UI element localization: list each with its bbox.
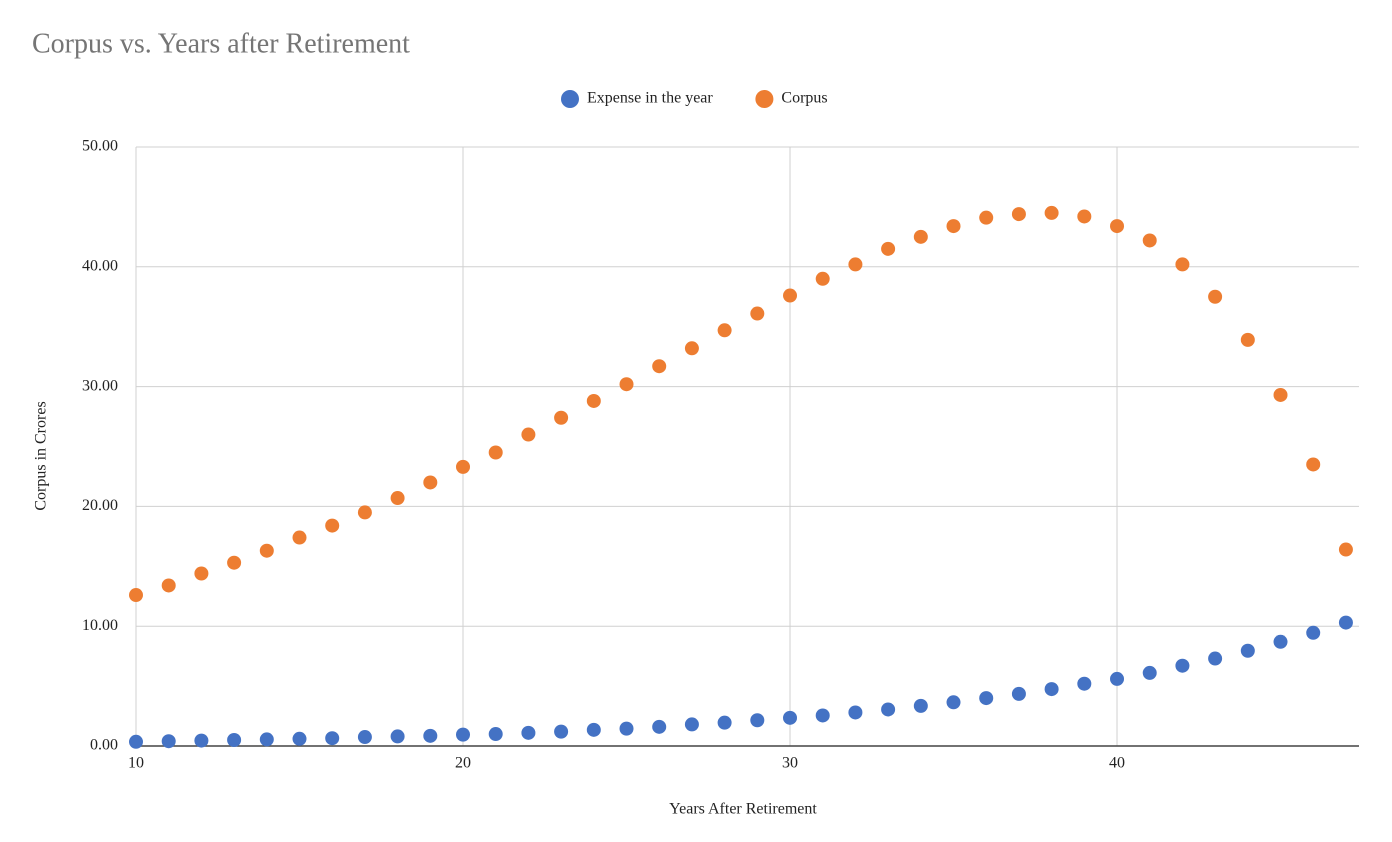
data-point bbox=[1011, 686, 1026, 701]
data-point bbox=[1208, 651, 1223, 666]
data-point bbox=[259, 732, 274, 747]
data-point bbox=[554, 724, 569, 739]
data-point bbox=[848, 705, 863, 720]
x-tick-label: 20 bbox=[455, 755, 471, 772]
data-point bbox=[946, 695, 961, 710]
data-point bbox=[684, 717, 699, 732]
data-point bbox=[1011, 207, 1026, 222]
data-point bbox=[652, 359, 667, 374]
data-point bbox=[325, 518, 340, 533]
y-tick-label: 20.00 bbox=[82, 497, 118, 514]
data-point bbox=[390, 729, 405, 744]
data-point bbox=[1273, 634, 1288, 649]
data-point bbox=[586, 393, 601, 408]
data-point bbox=[129, 588, 143, 603]
data-point bbox=[423, 728, 438, 743]
data-point bbox=[881, 241, 896, 256]
data-point bbox=[1044, 205, 1059, 220]
data-point bbox=[1175, 257, 1190, 272]
data-point bbox=[619, 377, 634, 392]
data-point bbox=[1208, 289, 1223, 304]
data-point bbox=[913, 229, 928, 244]
data-point bbox=[161, 734, 176, 749]
data-point bbox=[815, 271, 830, 286]
data-point bbox=[1306, 457, 1321, 472]
data-point bbox=[1110, 671, 1125, 686]
data-point bbox=[619, 721, 634, 736]
data-point bbox=[456, 727, 471, 742]
data-point bbox=[1077, 676, 1092, 691]
data-point bbox=[783, 710, 798, 725]
data-point bbox=[1273, 387, 1288, 402]
data-point bbox=[1175, 658, 1190, 673]
y-axis-label: Corpus in Crores bbox=[33, 401, 50, 510]
data-point bbox=[1110, 219, 1125, 234]
data-point bbox=[161, 578, 176, 593]
y-tick-label: 50.00 bbox=[82, 138, 118, 155]
data-point bbox=[881, 702, 896, 717]
data-point bbox=[521, 725, 536, 740]
data-point bbox=[717, 715, 732, 730]
chart-title: Corpus vs. Years after Retirement bbox=[32, 28, 410, 59]
data-point bbox=[848, 257, 863, 272]
data-point bbox=[456, 459, 471, 474]
data-point bbox=[1142, 233, 1157, 248]
data-point bbox=[750, 713, 765, 728]
data-point bbox=[1044, 682, 1059, 697]
data-point bbox=[357, 505, 372, 520]
data-point bbox=[194, 733, 209, 748]
data-point bbox=[1077, 209, 1092, 224]
data-point bbox=[1240, 643, 1255, 658]
data-point bbox=[554, 410, 569, 425]
data-point bbox=[194, 566, 209, 581]
data-point bbox=[1142, 665, 1157, 680]
data-point bbox=[357, 730, 372, 745]
data-point bbox=[390, 491, 405, 506]
data-point bbox=[750, 306, 765, 321]
data-point bbox=[129, 734, 143, 749]
data-point bbox=[979, 691, 994, 706]
data-point bbox=[325, 731, 340, 746]
data-point bbox=[227, 555, 242, 570]
data-point bbox=[1338, 615, 1353, 630]
legend-marker bbox=[561, 90, 579, 108]
data-point bbox=[1240, 332, 1255, 347]
data-point bbox=[1338, 542, 1353, 557]
x-axis-label: Years After Retirement bbox=[669, 801, 817, 818]
data-point bbox=[292, 731, 307, 746]
x-tick-label: 10 bbox=[128, 755, 144, 772]
data-point bbox=[488, 445, 503, 460]
legend-marker bbox=[755, 90, 774, 108]
data-point bbox=[423, 475, 438, 490]
y-tick-label: 30.00 bbox=[82, 377, 118, 394]
y-tick-label: 10.00 bbox=[82, 617, 118, 634]
data-point bbox=[488, 727, 503, 742]
data-point bbox=[684, 341, 699, 356]
data-point bbox=[586, 722, 601, 737]
y-tick-label: 0.00 bbox=[90, 737, 118, 754]
y-tick-label: 40.00 bbox=[82, 257, 118, 274]
x-tick-label: 30 bbox=[782, 755, 798, 772]
data-point bbox=[652, 719, 667, 734]
legend-label: Corpus bbox=[781, 90, 827, 107]
data-point bbox=[979, 210, 994, 225]
data-point bbox=[227, 733, 242, 748]
data-point bbox=[913, 698, 928, 713]
data-point bbox=[292, 530, 307, 545]
data-point bbox=[1306, 625, 1321, 640]
data-point bbox=[259, 543, 274, 558]
x-tick-label: 40 bbox=[1109, 755, 1125, 772]
data-point bbox=[521, 427, 536, 442]
data-point bbox=[815, 708, 830, 723]
data-point bbox=[946, 219, 961, 234]
data-point bbox=[783, 288, 798, 303]
data-point bbox=[717, 323, 732, 338]
legend-label: Expense in the year bbox=[587, 90, 713, 107]
